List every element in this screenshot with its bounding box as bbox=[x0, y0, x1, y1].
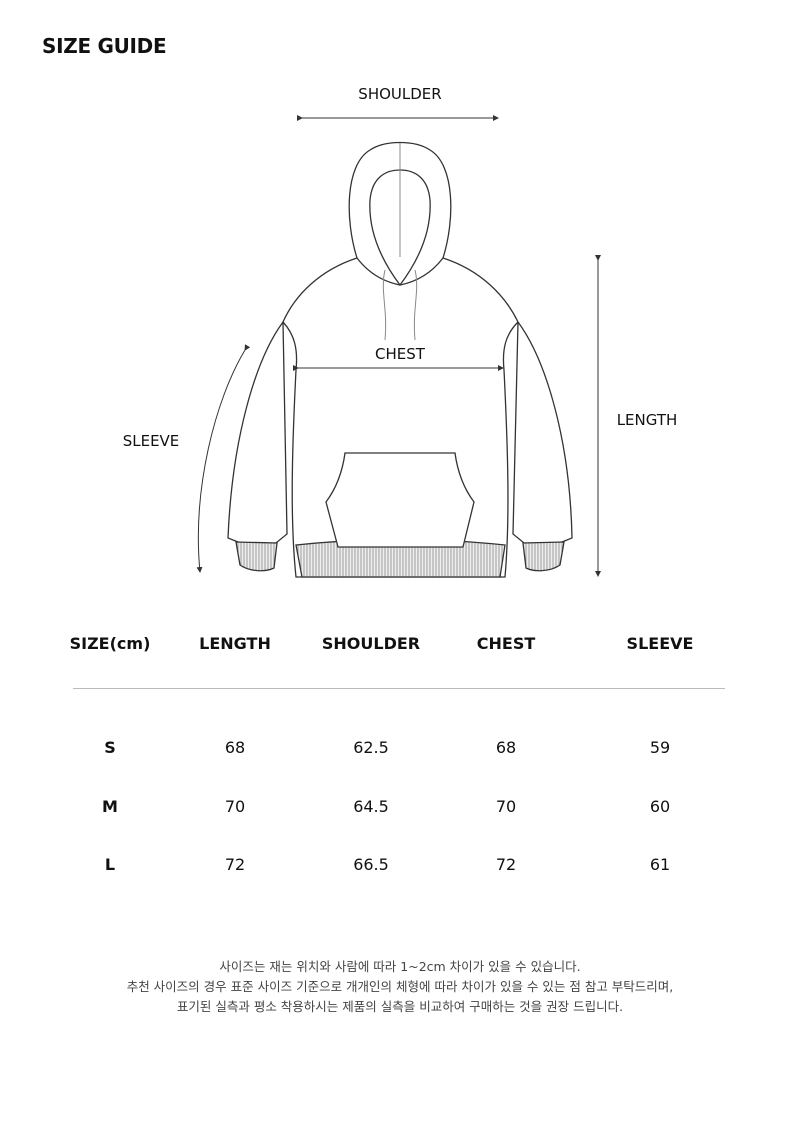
length-cell: 72 bbox=[224, 855, 246, 874]
header-length: LENGTH bbox=[199, 634, 271, 653]
shoulder-cell: 64.5 bbox=[353, 797, 389, 816]
header-chest: CHEST bbox=[476, 634, 536, 653]
sleeve-arrow bbox=[196, 344, 251, 573]
kangaroo-pocket bbox=[325, 452, 475, 548]
page-title: SIZE GUIDE bbox=[42, 34, 167, 58]
length-cell: 70 bbox=[224, 797, 246, 816]
length-label: LENGTH bbox=[616, 411, 678, 429]
size-note-2: 추천 사이즈의 경우 표준 사이즈 기준으로 개개인의 체형에 따라 차이가 있… bbox=[126, 979, 674, 994]
size-note-1: 사이즈는 재는 위치와 사람에 따라 1~2cm 차이가 있을 수 있습니다. bbox=[219, 959, 581, 974]
size-note-3: 표기된 실측과 평소 착용하시는 제품의 실측을 비교하여 구매하는 것을 권장… bbox=[176, 999, 624, 1014]
length-cell: 68 bbox=[224, 738, 246, 757]
size-cell: S bbox=[104, 738, 116, 757]
chest-cell: 72 bbox=[495, 855, 517, 874]
left-sleeve bbox=[227, 320, 288, 548]
shoulder-cell: 66.5 bbox=[353, 855, 389, 874]
chest-label: CHEST bbox=[375, 345, 425, 363]
size-cell: L bbox=[104, 855, 116, 874]
header-divider bbox=[73, 688, 725, 689]
sleeve-cell: 59 bbox=[649, 738, 671, 757]
hoodie-diagram bbox=[196, 115, 601, 578]
header-sleeve: SLEEVE bbox=[626, 634, 694, 653]
right-sleeve bbox=[512, 320, 573, 548]
chest-cell: 70 bbox=[495, 797, 517, 816]
header-shoulder: SHOULDER bbox=[321, 634, 421, 653]
chest-cell: 68 bbox=[495, 738, 517, 757]
sleeve-cell: 60 bbox=[649, 797, 671, 816]
header-size: SIZE(cm) bbox=[69, 634, 151, 653]
sleeve-label: SLEEVE bbox=[122, 432, 180, 450]
shoulder-cell: 62.5 bbox=[353, 738, 389, 757]
shoulder-label: SHOULDER bbox=[358, 85, 442, 103]
sleeve-cell: 61 bbox=[649, 855, 671, 874]
size-cell: M bbox=[102, 797, 118, 816]
